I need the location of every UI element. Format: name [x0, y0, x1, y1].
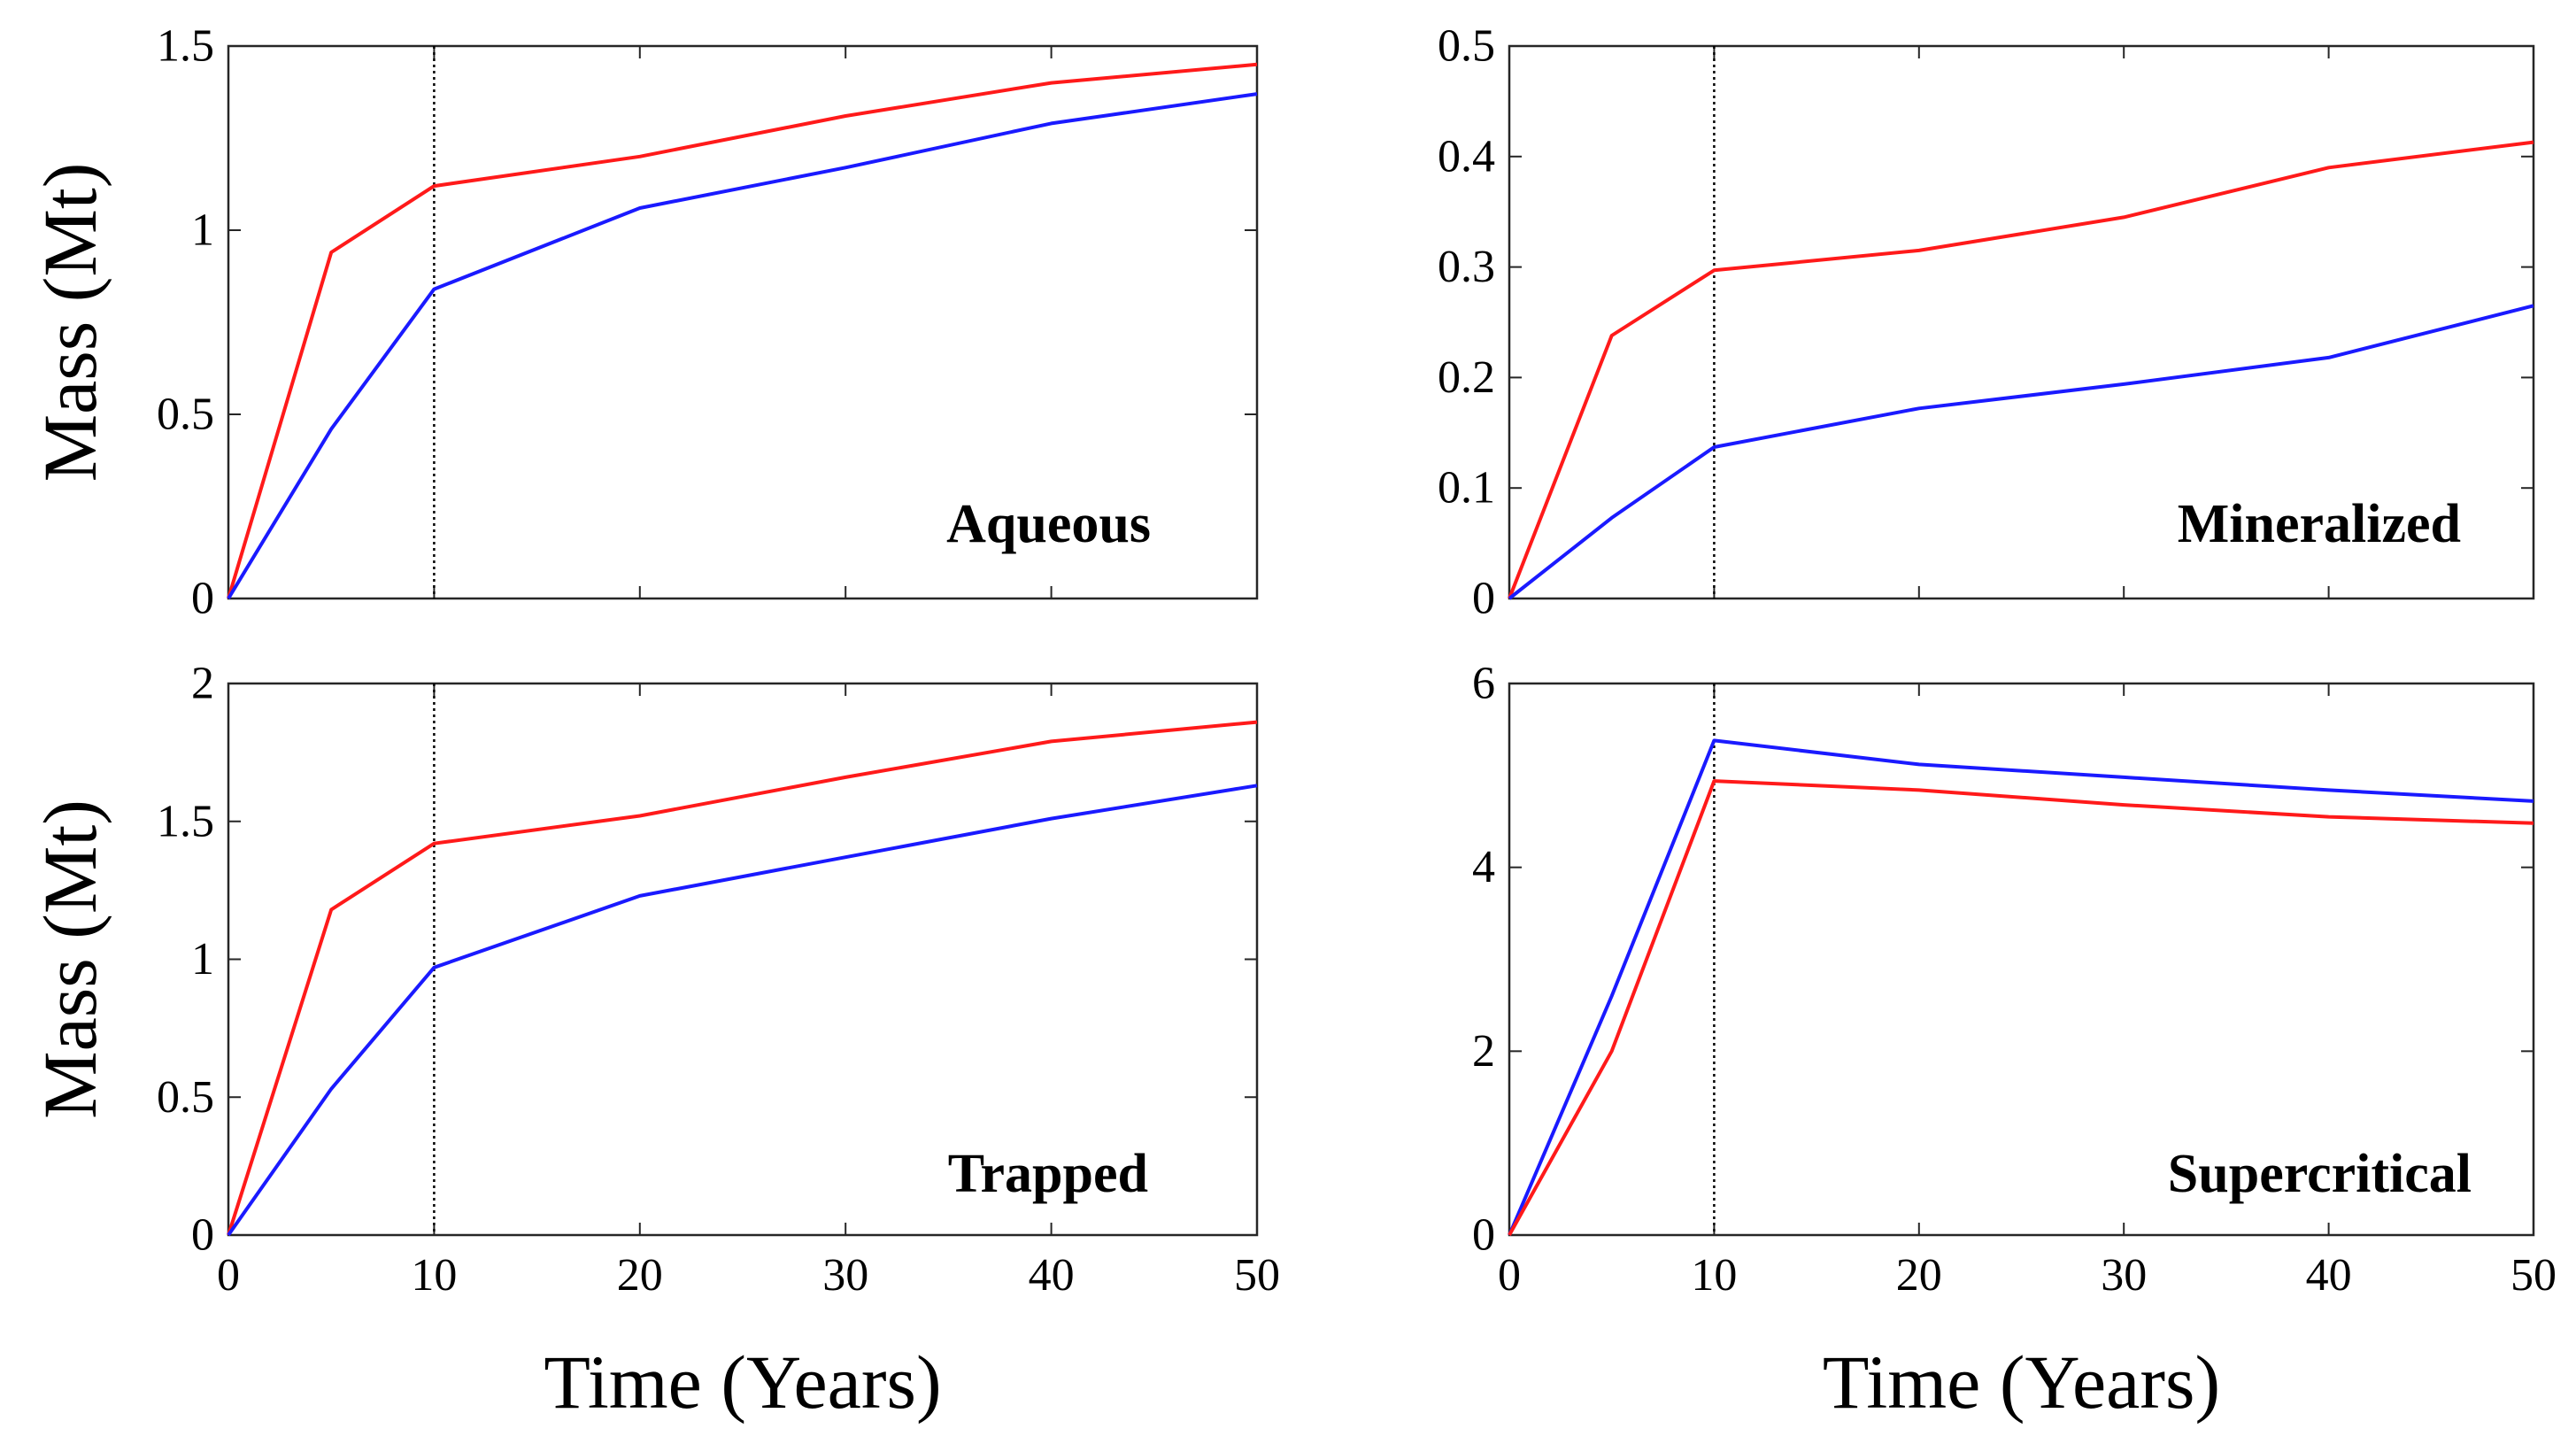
panel-annotation: Aqueous	[946, 494, 1151, 554]
y-tick-label: 0.5	[1438, 21, 1495, 72]
y-tick-label: 1	[191, 205, 214, 256]
x-tick-label: 10	[1691, 1250, 1737, 1301]
x-tick-label: 30	[822, 1250, 868, 1301]
y-tick-label: 4	[1472, 842, 1495, 892]
y-tick-label: 0.5	[157, 390, 214, 440]
y-tick-label: 1.5	[157, 796, 214, 846]
chart-panel-4: 0 2 4 6 0 10 20 30 40 50 Supercritical Time (Years)	[1472, 659, 2557, 1425]
x-tick-label: 10	[411, 1250, 457, 1301]
series-line-2	[1508, 779, 2534, 1236]
y-tick-label: 0.5	[157, 1072, 214, 1123]
series-line-2	[227, 784, 1258, 1237]
x-tick-label: 0	[217, 1250, 240, 1301]
panel-annotation: Mineralized	[2178, 494, 2461, 554]
y-tick-label: 0	[1472, 1210, 1495, 1261]
panel-annotation: Trapped	[948, 1144, 1148, 1204]
x-tick-label: 30	[2101, 1250, 2147, 1301]
x-axis-label: Time (Years)	[1823, 1340, 2220, 1425]
x-tick-label: 20	[1896, 1250, 1942, 1301]
y-tick-label: 6	[1472, 659, 1495, 709]
y-tick-label: 2	[1472, 1026, 1495, 1077]
y-tick-label: 0	[191, 574, 214, 624]
x-tick-label: 40	[2306, 1250, 2352, 1301]
x-tick-label: 40	[1029, 1250, 1075, 1301]
y-tick-label: 1.5	[157, 21, 214, 72]
chart-panel-2: 0 0.1 0.2 0.3 0.4 0.5 Mineralized	[1438, 21, 2535, 624]
y-tick-label: 0	[1472, 574, 1495, 624]
y-axis-label: Mass (Mt)	[27, 799, 112, 1119]
x-tick-label: 50	[2510, 1250, 2557, 1301]
series-line-2	[1508, 304, 2534, 600]
series-line-1	[227, 720, 1258, 1236]
plot-frame	[227, 44, 1259, 600]
panel-annotation: Supercritical	[2168, 1144, 2472, 1204]
series-line-1	[227, 62, 1258, 599]
y-axis-label: Mass (Mt)	[27, 163, 112, 483]
x-tick-label: 20	[617, 1250, 663, 1301]
y-tick-label: 0.1	[1438, 463, 1495, 514]
y-tick-label: 0.3	[1438, 242, 1495, 292]
chart-panel-1: 0 0.5 1 1.5 Aqueous Mass (Mt)	[27, 21, 1259, 624]
y-tick-label: 2	[191, 659, 214, 709]
series-line-2	[227, 92, 1258, 600]
y-tick-label: 0.4	[1438, 131, 1495, 181]
y-tick-label: 0.2	[1438, 352, 1495, 403]
y-tick-label: 1	[191, 934, 214, 985]
x-axis-label: Time (Years)	[544, 1340, 941, 1425]
series-line-1	[1508, 738, 2534, 1236]
plot-frame	[1508, 44, 2535, 600]
plot-frame	[1508, 682, 2535, 1237]
x-tick-label: 50	[1234, 1250, 1280, 1301]
x-tick-label: 0	[1498, 1250, 1521, 1301]
y-tick-label: 0	[191, 1210, 214, 1261]
series-line-1	[1508, 140, 2534, 599]
